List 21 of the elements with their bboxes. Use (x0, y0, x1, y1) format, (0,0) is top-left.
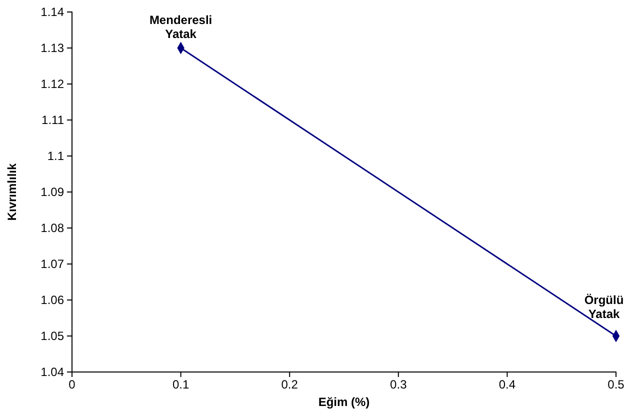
x-tick-label: 0.2 (281, 378, 298, 392)
y-tick-label: 1.07 (40, 256, 64, 271)
y-tick-label: 1.08 (40, 220, 64, 235)
annotation: Menderesli Yatak (149, 13, 212, 41)
annotation: Örgülü Yatak (584, 293, 624, 321)
x-tick-label: 0.4 (498, 378, 516, 392)
x-tick-label: 0.5 (608, 378, 625, 392)
x-tick-label: 0.3 (390, 378, 408, 392)
y-tick-label: 1.11 (42, 112, 64, 127)
y-axis-title: Kıvrımlılık (5, 162, 19, 221)
y-tick-label: 1.13 (40, 40, 64, 55)
y-tick-label: 1.09 (40, 184, 64, 199)
y-tick-label: 1.1 (47, 148, 64, 163)
x-tick-label: 0.1 (172, 378, 190, 392)
y-tick-label: 1.14 (40, 4, 64, 19)
y-tick-label: 1.06 (40, 292, 64, 307)
y-tick-label: 1.12 (40, 76, 64, 91)
x-tick-label: 0 (68, 378, 76, 392)
x-axis-title: Eğim (%) (318, 395, 370, 409)
y-tick-label: 1.04 (40, 364, 64, 379)
y-tick-label: 1.05 (40, 328, 64, 343)
